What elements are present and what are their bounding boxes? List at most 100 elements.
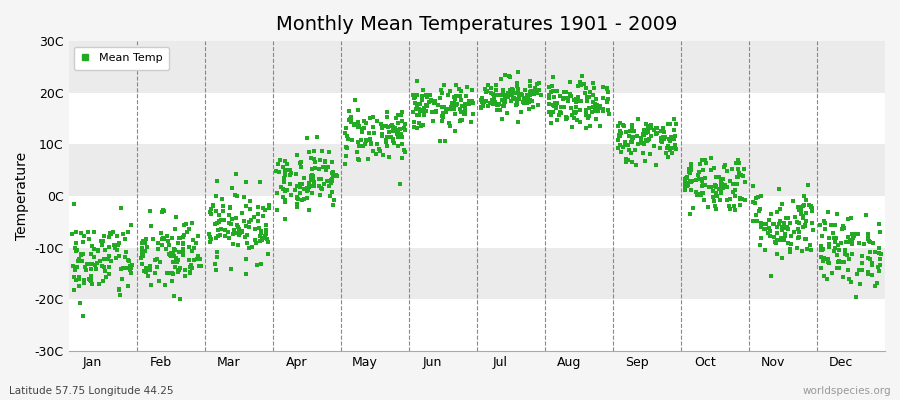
Point (600, 96, 615, 102)
Point (410, 92, 424, 98)
Point (106, 242, 121, 248)
Point (419, 108, 434, 114)
Point (509, 89, 524, 96)
Point (108, 245, 122, 251)
Point (708, 183, 723, 190)
Point (758, 221, 772, 227)
Point (255, 236, 269, 243)
Point (142, 267, 157, 274)
Point (796, 203, 810, 209)
Point (452, 86, 466, 92)
Point (626, 138, 640, 145)
Point (596, 84, 610, 90)
Point (588, 105, 602, 111)
Point (373, 148, 387, 154)
Point (816, 246, 831, 252)
Point (530, 81, 544, 87)
Point (559, 116, 573, 122)
Point (394, 118, 409, 124)
Point (473, 97, 488, 104)
Point (418, 108, 432, 114)
Point (224, 266, 238, 272)
Point (344, 117, 358, 123)
Point (87, 262, 102, 268)
Point (836, 223, 850, 230)
Point (852, 240, 867, 246)
Point (700, 204, 715, 210)
Point (226, 240, 240, 247)
Point (341, 108, 356, 114)
Point (320, 164, 335, 170)
Point (391, 128, 405, 135)
Point (493, 107, 508, 114)
Point (862, 248, 877, 255)
Point (588, 105, 602, 112)
Point (305, 176, 320, 183)
Point (393, 181, 408, 188)
Point (276, 174, 291, 181)
Point (398, 120, 412, 127)
Point (172, 249, 186, 256)
Point (300, 184, 314, 191)
Point (726, 203, 741, 209)
Point (792, 220, 806, 226)
Point (305, 166, 320, 172)
Point (304, 190, 319, 196)
Point (664, 134, 679, 140)
Point (146, 236, 160, 242)
Point (70, 246, 85, 253)
Point (816, 258, 831, 264)
Point (79, 267, 94, 273)
Point (154, 230, 168, 236)
Point (363, 115, 377, 122)
Point (464, 98, 479, 104)
Point (779, 224, 794, 231)
Point (68, 229, 83, 236)
Point (614, 130, 628, 136)
Point (564, 124, 579, 130)
Point (530, 90, 544, 96)
Point (586, 80, 600, 86)
Point (599, 98, 614, 104)
Point (329, 172, 344, 178)
Bar (68, 41, 885, 93)
Point (283, 180, 297, 187)
Point (223, 204, 238, 211)
Point (668, 142, 682, 149)
Point (821, 209, 835, 216)
Point (865, 262, 879, 268)
Point (350, 149, 365, 155)
Point (183, 270, 197, 276)
Point (95, 262, 110, 269)
Point (724, 206, 738, 212)
Point (231, 226, 246, 232)
Point (549, 117, 563, 124)
Point (135, 250, 149, 257)
Point (586, 104, 600, 110)
Point (629, 132, 643, 139)
Point (293, 158, 308, 165)
Point (595, 106, 609, 112)
Point (91, 248, 105, 254)
Point (614, 149, 628, 155)
Point (370, 141, 384, 147)
Point (311, 166, 326, 172)
Point (869, 279, 884, 286)
Point (679, 176, 693, 182)
Point (140, 273, 155, 280)
Point (693, 161, 707, 168)
Point (386, 136, 400, 142)
Point (847, 233, 861, 240)
Point (232, 232, 247, 238)
Point (802, 202, 816, 209)
Point (814, 242, 829, 249)
Point (366, 124, 381, 131)
Point (101, 255, 115, 262)
Point (326, 201, 340, 208)
Point (314, 184, 328, 191)
Point (445, 100, 459, 106)
Point (76, 238, 91, 245)
Point (248, 226, 263, 232)
Point (774, 237, 788, 243)
Point (168, 264, 183, 271)
